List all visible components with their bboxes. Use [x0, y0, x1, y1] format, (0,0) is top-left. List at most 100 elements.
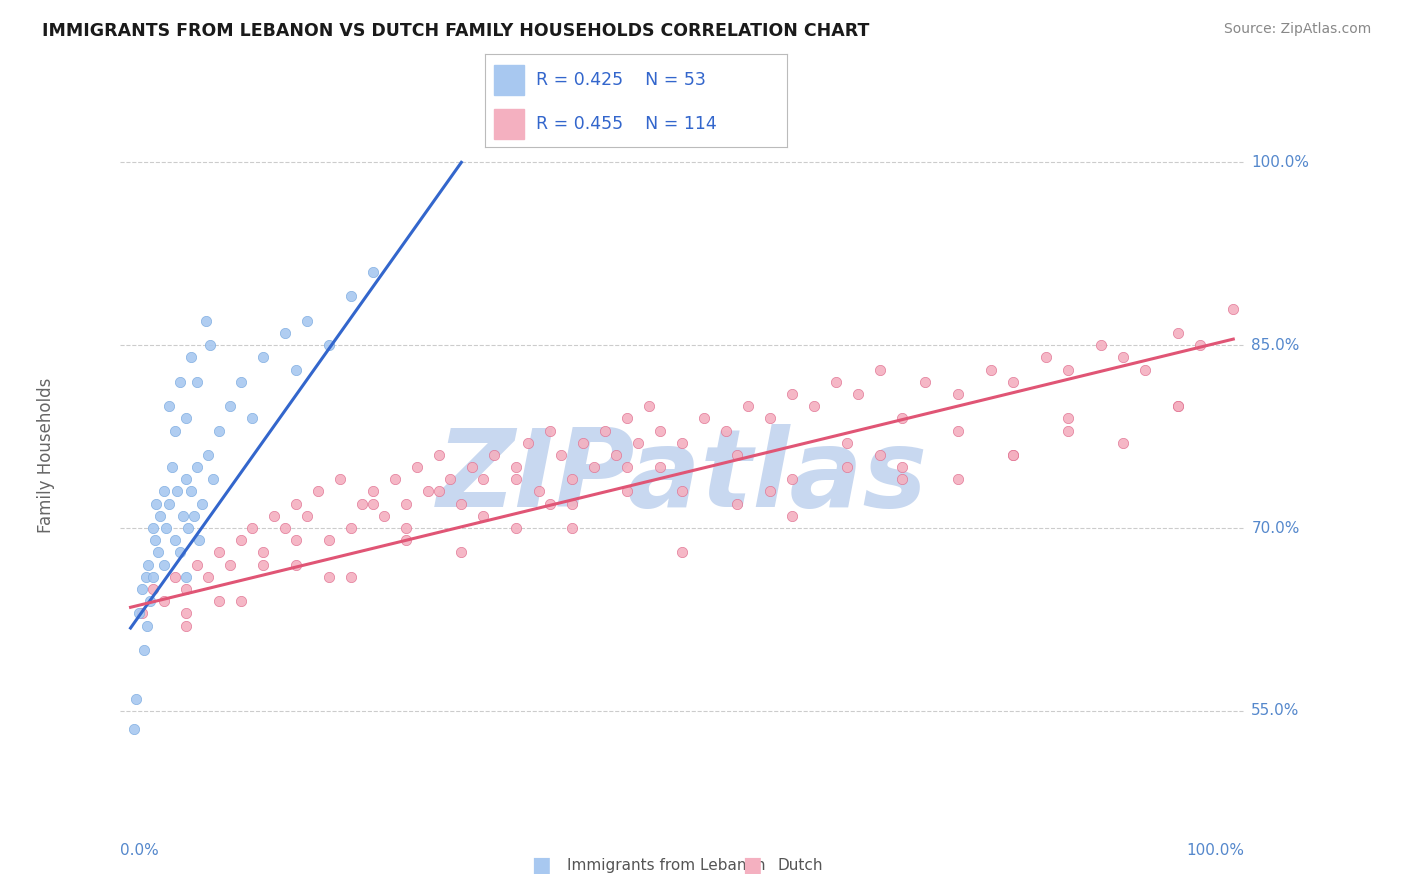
Point [1057, 411, 1080, 425]
Point [780, 508, 803, 523]
Point [157, 497, 180, 511]
Point [361, 497, 384, 511]
Point [538, 497, 561, 511]
Point [1057, 424, 1080, 438]
Point [1167, 399, 1189, 413]
Point [571, 435, 593, 450]
Point [295, 508, 318, 523]
Point [307, 484, 329, 499]
Text: Source: ZipAtlas.com: Source: ZipAtlas.com [1223, 22, 1371, 37]
Point [561, 497, 583, 511]
Point [263, 508, 285, 523]
Point [202, 472, 225, 486]
Point [516, 435, 538, 450]
Point [197, 448, 219, 462]
Point [1090, 338, 1112, 352]
Point [174, 607, 197, 621]
Point [1167, 326, 1189, 340]
Point [395, 533, 418, 548]
Text: Immigrants from Lebanon: Immigrants from Lebanon [567, 858, 765, 872]
Point [274, 521, 297, 535]
Point [461, 460, 484, 475]
Point [395, 521, 418, 535]
Point [252, 558, 274, 572]
Point [450, 545, 472, 559]
Point [284, 533, 307, 548]
Point [128, 607, 150, 621]
Point [218, 558, 240, 572]
Point [229, 594, 252, 608]
Point [616, 411, 638, 425]
Point [145, 497, 167, 511]
Point [427, 448, 450, 462]
Point [340, 521, 363, 535]
Point [157, 399, 180, 413]
Point [505, 472, 527, 486]
Point [139, 594, 162, 608]
Point [186, 460, 208, 475]
Point [505, 460, 527, 475]
Point [1112, 435, 1135, 450]
Point [329, 472, 352, 486]
Point [582, 460, 605, 475]
Point [295, 314, 318, 328]
Point [648, 460, 671, 475]
Point [208, 545, 231, 559]
Point [186, 558, 208, 572]
Point [803, 399, 825, 413]
Point [136, 558, 159, 572]
Point [980, 362, 1002, 376]
Point [149, 508, 172, 523]
Point [162, 460, 184, 475]
Point [340, 289, 363, 303]
Point [166, 484, 188, 499]
Point [1167, 399, 1189, 413]
Point [869, 448, 891, 462]
Point [1001, 448, 1024, 462]
Point [472, 472, 495, 486]
Point [837, 460, 859, 475]
Point [1035, 351, 1057, 365]
Point [616, 484, 638, 499]
Text: ■: ■ [531, 855, 551, 875]
Point [180, 351, 202, 365]
Text: R = 0.455    N = 114: R = 0.455 N = 114 [537, 115, 717, 133]
Point [187, 533, 209, 548]
Text: 100.0%: 100.0% [1251, 155, 1309, 169]
Point [136, 618, 159, 632]
Point [284, 362, 307, 376]
Point [135, 570, 157, 584]
Point [693, 411, 716, 425]
Point [172, 508, 194, 523]
Point [1222, 301, 1244, 316]
Point [373, 508, 395, 523]
Point [152, 558, 174, 572]
Point [759, 484, 782, 499]
Text: 100.0%: 100.0% [1187, 843, 1244, 858]
Point [240, 411, 263, 425]
Text: 55.0%: 55.0% [1251, 704, 1299, 718]
Point [946, 424, 969, 438]
Point [125, 691, 148, 706]
Point [197, 570, 219, 584]
Point [208, 424, 231, 438]
Point [146, 545, 169, 559]
Point [593, 424, 616, 438]
Point [406, 460, 429, 475]
Point [122, 723, 145, 737]
Point [780, 472, 803, 486]
Text: ■: ■ [742, 855, 762, 875]
Point [174, 411, 197, 425]
Point [869, 362, 891, 376]
Point [561, 472, 583, 486]
Point [155, 521, 177, 535]
Point [914, 375, 936, 389]
Point [191, 497, 214, 511]
Point [218, 399, 240, 413]
Point [174, 472, 197, 486]
Point [550, 448, 572, 462]
Point [229, 375, 252, 389]
Point [194, 314, 217, 328]
Point [714, 424, 737, 438]
Point [1057, 362, 1080, 376]
